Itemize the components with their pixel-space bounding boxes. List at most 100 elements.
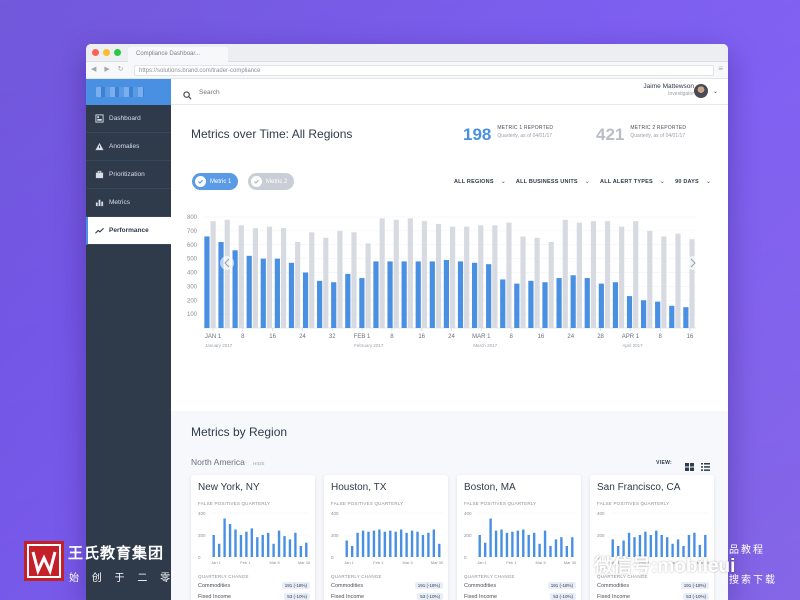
- metric2-bar[interactable]: [534, 237, 540, 328]
- metric2-bar[interactable]: [520, 236, 526, 328]
- metric2-bar[interactable]: [478, 225, 484, 328]
- metric1-bar[interactable]: [359, 278, 365, 328]
- metric2-toggle[interactable]: Metric 2: [248, 173, 295, 190]
- metric1-bar[interactable]: [345, 273, 351, 328]
- metric2-bar[interactable]: [619, 226, 625, 328]
- nav-arrows-icon[interactable]: ◀ ▶ ↻: [91, 66, 127, 73]
- metric1-bar[interactable]: [598, 283, 604, 328]
- metric1-bar[interactable]: [542, 282, 548, 328]
- alert-type-filter[interactable]: ALL ALERT TYPES ⌄: [600, 178, 665, 186]
- metric1-bar[interactable]: [415, 261, 421, 328]
- metric1-bar[interactable]: [443, 260, 449, 328]
- metric2-bar[interactable]: [435, 223, 442, 328]
- metric2-bar[interactable]: [506, 222, 512, 328]
- metric2-bar[interactable]: [450, 226, 456, 328]
- metric1-bar[interactable]: [274, 258, 280, 328]
- metric1-bar[interactable]: [288, 262, 295, 328]
- business-unit-filter[interactable]: ALL BUSINESS UNITS ⌄: [516, 178, 590, 186]
- metric1-bar[interactable]: [302, 272, 309, 329]
- metric1-bar[interactable]: [683, 307, 689, 328]
- metric1-bar[interactable]: [669, 305, 675, 328]
- metric2-bar[interactable]: [224, 219, 230, 328]
- metric2-bar[interactable]: [323, 237, 329, 328]
- chevron-down-icon[interactable]: ⌄: [712, 89, 718, 95]
- avatar[interactable]: [694, 84, 708, 98]
- region-card[interactable]: Boston, MA FALSE POSITIVES QUARTERLY QUART…: [457, 475, 581, 600]
- metric1-bar[interactable]: [429, 261, 435, 328]
- metric2-bar[interactable]: [295, 241, 301, 328]
- metric1-bar[interactable]: [471, 262, 478, 328]
- metric1-bar[interactable]: [331, 282, 337, 328]
- metric2-bar[interactable]: [379, 218, 385, 328]
- sidebar-item-prioritization[interactable]: Prioritization: [86, 161, 171, 189]
- brand-logo[interactable]: [86, 79, 171, 105]
- region-card[interactable]: New York, NY FALSE POSITIVES QUARTERLY QUA…: [191, 475, 315, 600]
- sidebar-item-anomalies[interactable]: Anomalies: [86, 133, 171, 161]
- maximize-window-button[interactable]: [114, 49, 121, 56]
- metric2-bar[interactable]: [309, 232, 315, 328]
- metric1-bar[interactable]: [556, 278, 562, 328]
- time-range-filter[interactable]: 90 DAYS ⌄: [675, 178, 711, 186]
- metric1-bar[interactable]: [246, 255, 252, 328]
- metric2-bar[interactable]: [633, 221, 639, 328]
- metric1-bar[interactable]: [641, 300, 647, 328]
- hide-region-link[interactable]: HIDE: [252, 461, 265, 466]
- metric2-bar[interactable]: [464, 226, 470, 328]
- metric2-bar[interactable]: [661, 236, 667, 328]
- metric2-bar[interactable]: [407, 218, 413, 328]
- close-window-button[interactable]: [92, 49, 99, 56]
- chart-next-arrow-icon[interactable]: [686, 256, 700, 270]
- metric2-bar[interactable]: [604, 221, 611, 328]
- metric2-bar[interactable]: [689, 239, 695, 328]
- metric2-bar[interactable]: [492, 225, 498, 328]
- metric1-bar[interactable]: [584, 278, 590, 328]
- metric1-bar[interactable]: [528, 280, 534, 328]
- metric2-bar[interactable]: [351, 232, 357, 328]
- sidebar-item-performance[interactable]: Performance: [86, 217, 171, 245]
- search-icon[interactable]: [183, 87, 192, 105]
- metric1-bar[interactable]: [232, 250, 238, 328]
- metric2-bar[interactable]: [590, 221, 597, 328]
- metric1-bar[interactable]: [457, 261, 464, 328]
- search-input[interactable]: [199, 85, 399, 99]
- metric2-bar[interactable]: [421, 221, 428, 328]
- metric2-bar[interactable]: [365, 243, 371, 328]
- region-card[interactable]: San Francisco, CA FALSE POSITIVES QUARTER…: [590, 475, 714, 600]
- metric2-bar[interactable]: [548, 241, 554, 328]
- metric2-bar[interactable]: [337, 230, 343, 328]
- metric1-bar[interactable]: [486, 264, 492, 328]
- sidebar-item-dashboard[interactable]: Dashboard: [86, 105, 171, 133]
- metric1-bar[interactable]: [612, 282, 619, 328]
- metric2-bar[interactable]: [238, 225, 244, 328]
- grid-view-icon[interactable]: [685, 458, 694, 476]
- metric1-toggle[interactable]: Metric 1: [192, 173, 239, 190]
- metric2-bar[interactable]: [576, 222, 582, 328]
- region-filter[interactable]: ALL REGIONS ⌄: [454, 178, 506, 186]
- metric1-bar[interactable]: [204, 236, 210, 328]
- metric2-bar[interactable]: [266, 226, 273, 328]
- sidebar-item-metrics[interactable]: Metrics: [86, 189, 171, 217]
- metric2-bar[interactable]: [210, 221, 216, 328]
- metric1-bar[interactable]: [260, 258, 266, 328]
- user-info[interactable]: Jaime Mattewson Investigator: [643, 83, 694, 97]
- metric2-bar[interactable]: [647, 230, 653, 328]
- chart-prev-arrow-icon[interactable]: [220, 256, 234, 270]
- metric1-bar[interactable]: [570, 275, 576, 328]
- metric2-bar[interactable]: [252, 228, 258, 328]
- metric1-bar[interactable]: [626, 296, 633, 328]
- region-card[interactable]: Houston, TX FALSE POSITIVES QUARTERLY QUAR…: [324, 475, 448, 600]
- metric1-bar[interactable]: [514, 283, 520, 328]
- metric1-bar[interactable]: [218, 241, 224, 328]
- metric2-bar[interactable]: [280, 228, 287, 328]
- metric1-bar[interactable]: [387, 261, 393, 328]
- metric1-bar[interactable]: [500, 279, 506, 328]
- metric2-bar[interactable]: [393, 219, 399, 328]
- minimize-window-button[interactable]: [103, 49, 110, 56]
- browser-tab[interactable]: Compliance Dashboar...: [128, 47, 228, 62]
- metric1-bar[interactable]: [401, 261, 407, 328]
- metric2-bar[interactable]: [675, 233, 681, 328]
- metric1-bar[interactable]: [317, 280, 323, 328]
- browser-menu-icon[interactable]: ≡: [718, 64, 723, 73]
- metric2-bar[interactable]: [562, 219, 568, 328]
- url-field[interactable]: https://solutions.brand.com/trader-compl…: [134, 65, 714, 76]
